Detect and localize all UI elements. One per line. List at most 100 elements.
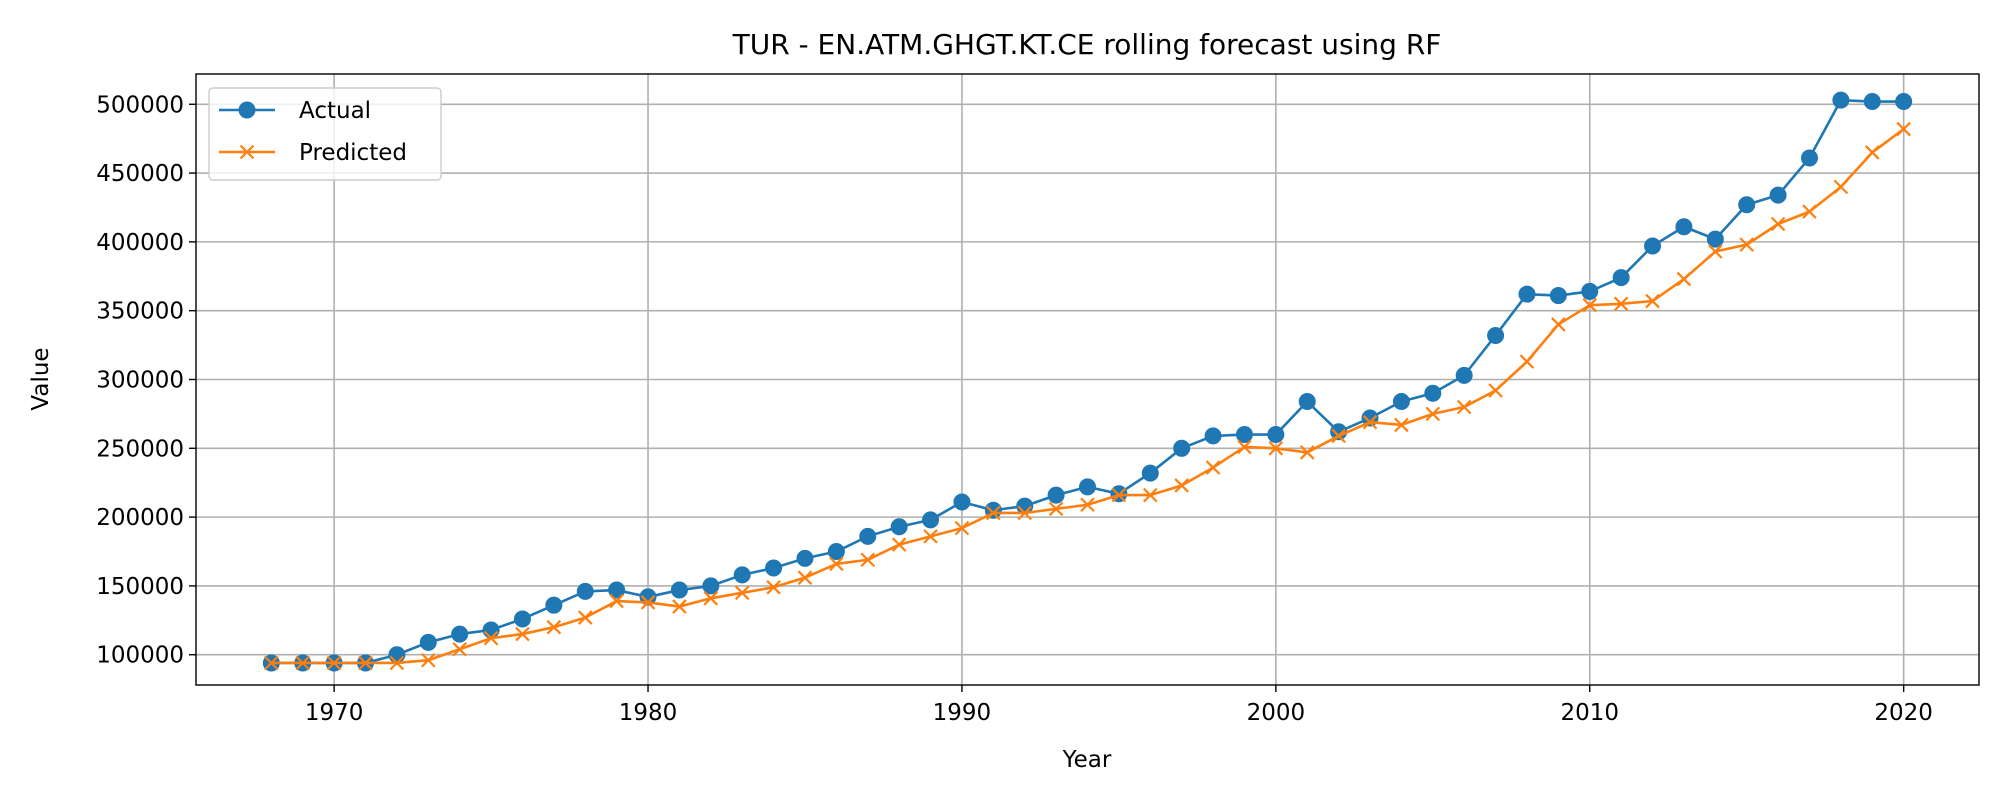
predicted-point: [1833, 179, 1849, 195]
predicted-point: [577, 610, 593, 625]
actual-point: [1455, 366, 1473, 384]
predicted-point: [860, 552, 876, 568]
actual-point: [890, 518, 908, 536]
grid: [196, 74, 1979, 685]
actual-point: [1424, 384, 1442, 402]
actual-point: [576, 582, 594, 600]
predicted-point: [672, 599, 687, 614]
predicted-point: [1896, 121, 1911, 137]
actual-point: [608, 581, 626, 599]
predicted-point: [923, 529, 938, 544]
predicted-point: [546, 619, 562, 635]
actual-point: [639, 588, 657, 606]
actual-point: [1644, 237, 1662, 255]
predicted-point: [1488, 383, 1503, 398]
predicted-point: [358, 655, 373, 671]
series-group: [262, 91, 1913, 672]
predicted-point: [1143, 487, 1158, 503]
predicted-point: [640, 595, 656, 610]
y-tick-label: 250000: [96, 436, 184, 462]
predicted-point: [954, 520, 970, 536]
predicted-point: [891, 537, 907, 552]
predicted-point: [1739, 237, 1754, 252]
legend-item-predicted: Predicted: [219, 140, 407, 166]
y-tick-label: 500000: [96, 92, 184, 118]
predicted-point: [483, 630, 499, 646]
axis-ticks: 1970 1980 1990 2000 2010 2020 100000 150000 2000…: [96, 92, 1933, 726]
predicted-point: [829, 556, 844, 572]
predicted-point: [1456, 399, 1472, 415]
predicted-point: [797, 570, 813, 585]
legend-label: Predicted: [299, 140, 407, 166]
actual-point: [796, 549, 814, 567]
actual-point: [1706, 230, 1724, 248]
predicted-point: [1362, 414, 1378, 430]
actual-line: [270, 98, 1905, 665]
predicted-point: [264, 655, 279, 671]
predicted-series: [264, 121, 1911, 671]
predicted-point: [734, 585, 750, 601]
actual-point: [1863, 93, 1881, 111]
actual-point: [1738, 196, 1756, 214]
predicted-point: [1048, 501, 1064, 517]
actual-point: [1047, 486, 1065, 504]
y-tick-label: 400000: [96, 230, 184, 256]
y-tick-label: 350000: [96, 299, 184, 325]
legend-label: Actual: [299, 98, 371, 124]
x-axis-label: Year: [1062, 747, 1112, 773]
predicted-point: [1425, 406, 1441, 422]
predicted-point: [1080, 497, 1095, 513]
predicted-point: [1237, 439, 1252, 455]
predicted-point: [1676, 271, 1692, 287]
predicted-point: [1519, 354, 1535, 369]
actual-point: [419, 633, 437, 651]
actual-point: [953, 493, 971, 511]
predicted-point: [1613, 296, 1629, 312]
actual-point: [1487, 326, 1505, 344]
predicted-point: [609, 593, 624, 609]
predicted-point: [1770, 216, 1786, 232]
predicted-point: [1174, 478, 1189, 493]
predicted-point: [295, 655, 311, 671]
actual-point: [1832, 91, 1850, 109]
actual-point: [1769, 186, 1787, 204]
legend-item-actual: Actual: [219, 98, 371, 124]
actual-point: [702, 577, 720, 595]
x-tick-label: 1970: [305, 700, 364, 726]
predicted-point: [389, 655, 405, 671]
y-tick-label: 100000: [96, 643, 184, 669]
actual-point: [545, 596, 563, 614]
actual-point: [1204, 427, 1222, 445]
predicted-point: [766, 580, 781, 595]
actual-point: [1267, 426, 1285, 444]
actual-point: [1173, 439, 1191, 457]
actual-point: [1079, 478, 1096, 496]
predicted-point: [1268, 441, 1284, 456]
actual-point: [1235, 426, 1253, 444]
predicted-point: [1802, 204, 1817, 219]
predicted-point: [1864, 145, 1880, 160]
actual-point: [513, 610, 531, 628]
legend: Actual Predicted: [208, 87, 442, 181]
x-tick-label: 1980: [619, 700, 678, 726]
actual-point: [1549, 287, 1567, 305]
actual-point: [670, 581, 688, 599]
actual-point: [482, 621, 500, 639]
actual-point: [922, 511, 940, 529]
predicted-point: [1708, 244, 1723, 259]
predicted-point: [1394, 417, 1409, 433]
chart-title: TUR - EN.ATM.GHGT.KT.CE rolling forecast…: [732, 28, 1442, 61]
predicted-point: [1645, 293, 1660, 309]
actual-point: [1675, 218, 1693, 236]
x-tick-label: 1990: [933, 700, 992, 726]
legend-swatch-marker: [238, 101, 256, 119]
actual-point: [1612, 269, 1630, 287]
predicted-point: [1299, 445, 1315, 460]
actual-point: [388, 646, 406, 664]
actual-point: [859, 527, 877, 545]
y-tick-label: 200000: [96, 505, 184, 531]
actual-point: [1581, 282, 1599, 300]
predicted-point: [1017, 505, 1032, 521]
predicted-point: [986, 505, 1001, 521]
actual-point: [1800, 149, 1818, 167]
